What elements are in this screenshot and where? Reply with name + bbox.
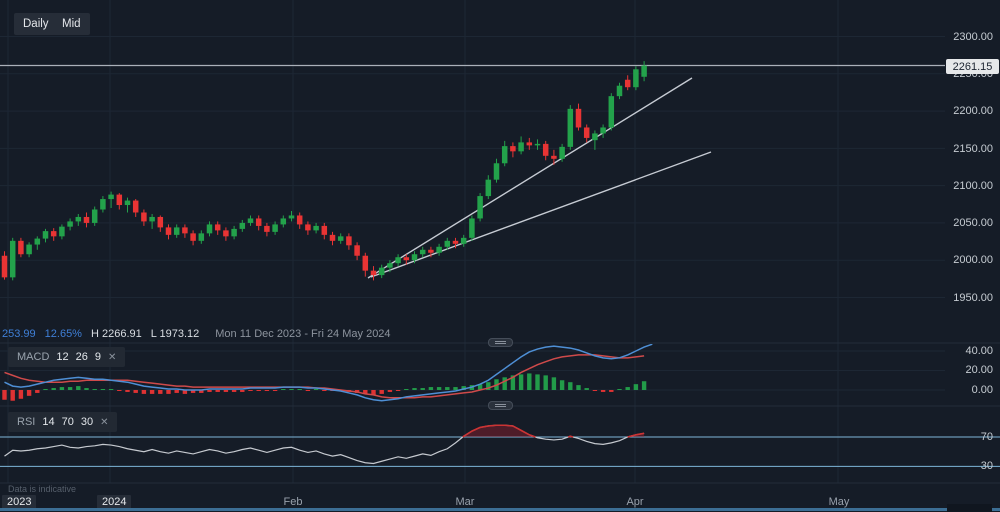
price-tick[interactable]: 1950.00 (953, 292, 993, 304)
macd-param-slow: 26 (75, 351, 88, 363)
rsi-indicator-chip[interactable]: RSI 14 70 30 ✕ (8, 412, 118, 432)
time-tick-feb[interactable]: Feb (283, 496, 303, 508)
change-value: 253.99 (2, 328, 36, 340)
time-tick-may[interactable]: May (828, 496, 850, 508)
price-tick[interactable]: 2200.00 (953, 105, 993, 117)
price-tick[interactable]: 2300.00 (953, 31, 993, 43)
high-value: H 2266.91 (90, 328, 142, 340)
rsi-label: RSI (17, 416, 36, 428)
timeline-scroll-bar[interactable] (0, 508, 1000, 511)
data-indicative-note: Data is indicative (8, 484, 77, 494)
macd-pane-resize-handle[interactable] (488, 338, 513, 347)
time-tick-apr[interactable]: Apr (626, 496, 644, 508)
price-legend: 253.99 12.65% H 2266.91 L 1973.12 Mon 11… (2, 327, 391, 341)
price-tick[interactable]: 2150.00 (953, 143, 993, 155)
timeframe-daily-label: Daily (23, 18, 49, 30)
macd-axis-tick[interactable]: 0.00 (971, 384, 993, 396)
rsi-pane-resize-handle[interactable] (488, 401, 513, 410)
macd-axis-tick[interactable]: 40.00 (965, 345, 993, 357)
timeframe-mid-button[interactable]: Mid (53, 13, 90, 35)
macd-param-signal: 9 (94, 351, 102, 363)
scrollbar-thumb[interactable] (947, 504, 992, 512)
rsi-axis-tick[interactable]: 70 (980, 431, 993, 443)
date-range: Mon 11 Dec 2023 - Fri 24 May 2024 (215, 328, 391, 340)
macd-indicator-chip[interactable]: MACD 12 26 9 ✕ (8, 347, 126, 367)
time-tick-mar[interactable]: Mar (455, 496, 475, 508)
time-tick-2024[interactable]: 2024 (97, 495, 132, 509)
rsi-axis-tick[interactable]: 30 (980, 460, 993, 472)
time-tick-2023[interactable]: 2023 (2, 495, 37, 509)
trendline (370, 151, 712, 278)
current-price-badge: 2261.15 (946, 59, 999, 74)
price-tick[interactable]: 2000.00 (953, 254, 993, 266)
price-tick[interactable]: 2100.00 (953, 180, 993, 192)
change-percent: 12.65% (44, 328, 82, 340)
macd-close-icon[interactable]: ✕ (108, 351, 117, 363)
price-tick[interactable]: 2050.00 (953, 217, 993, 229)
rsi-layer (4, 424, 645, 465)
grid-layer (0, 0, 1000, 484)
rsi-param-upper: 70 (61, 416, 74, 428)
rsi-close-icon[interactable]: ✕ (100, 416, 109, 428)
macd-label: MACD (17, 351, 50, 363)
timeframe-mid-label: Mid (62, 18, 81, 30)
macd-layer (2, 344, 653, 402)
rsi-param-length: 14 (42, 416, 55, 428)
trendline (367, 77, 693, 279)
rsi-param-lower: 30 (80, 416, 94, 428)
macd-axis-tick[interactable]: 20.00 (965, 364, 993, 376)
macd-param-fast: 12 (56, 351, 69, 363)
low-value: L 1973.12 (150, 328, 200, 340)
candlestick-layer (1, 61, 647, 281)
timeframe-daily-button[interactable]: Daily (14, 13, 58, 35)
